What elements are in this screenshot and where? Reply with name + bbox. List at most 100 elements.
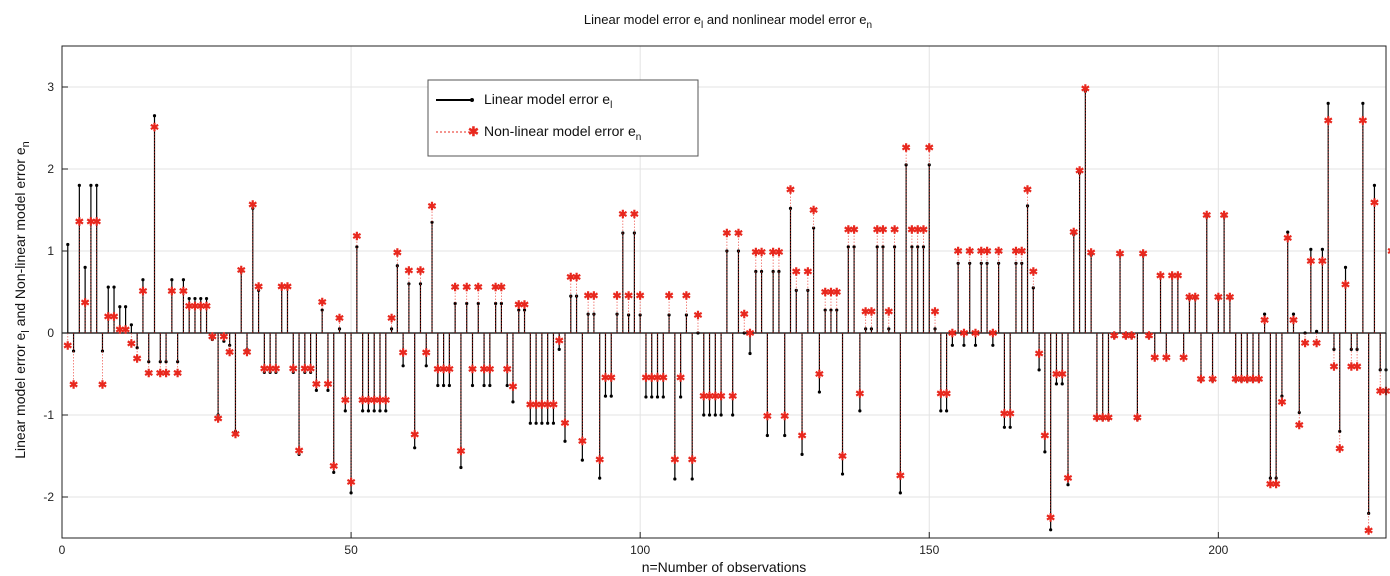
nonlinear-point: ✱: [381, 395, 390, 407]
linear-point: [1089, 253, 1093, 257]
nonlinear-point: ✱: [982, 246, 991, 258]
nonlinear-point: ✱: [508, 381, 517, 393]
nonlinear-point: ✱: [959, 328, 968, 340]
nonlinear-point: ✱: [688, 454, 697, 466]
nonlinear-point: ✱: [884, 307, 893, 319]
nonlinear-point: ✱: [1376, 386, 1385, 398]
x-axis-title: n=Number of observations: [642, 559, 807, 575]
legend-linear-label: Linear model error el: [484, 91, 612, 111]
linear-point: [846, 245, 850, 249]
nonlinear-point: ✱: [636, 290, 645, 302]
nonlinear-point: ✱: [1220, 210, 1229, 222]
nonlinear-point: ✱: [919, 225, 928, 237]
nonlinear-point: ✱: [1023, 185, 1032, 197]
linear-point: [1101, 417, 1105, 421]
nonlinear-point: ✱: [769, 247, 778, 259]
linear-point: [66, 242, 70, 247]
nonlinear-point: ✱: [584, 290, 593, 302]
linear-point: [916, 245, 920, 249]
nonlinear-point: ✱: [618, 209, 627, 221]
nonlinear-point: ✱: [965, 246, 974, 258]
nonlinear-point: ✱: [485, 364, 494, 376]
nonlinear-point: ✱: [399, 348, 408, 360]
nonlinear-point: ✱: [1029, 267, 1038, 279]
linear-point: [1112, 335, 1116, 339]
nonlinear-point: ✱: [589, 290, 598, 302]
nonlinear-point: ✱: [1312, 338, 1321, 350]
linear-point: [881, 245, 885, 249]
nonlinear-point: ✱: [1318, 256, 1327, 268]
nonlinear-point: ✱: [1046, 513, 1055, 525]
stem-series: ✱✱✱✱✱✱✱✱✱✱✱✱✱✱✱✱✱✱✱✱✱✱✱✱✱✱✱✱✱✱✱✱✱✱✱✱✱✱✱✱…: [62, 84, 1390, 538]
nonlinear-point: ✱: [63, 340, 72, 352]
linear-point: [707, 413, 712, 417]
nonlinear-point: ✱: [971, 328, 980, 340]
nonlinear-point: ✱: [468, 364, 477, 376]
nonlinear-point: ✱: [1081, 84, 1090, 96]
linear-point: [262, 370, 266, 374]
nonlinear-point: ✱: [451, 282, 460, 294]
nonlinear-point: ✱: [213, 413, 222, 425]
linear-point: [731, 413, 735, 417]
linear-point: [268, 370, 272, 374]
nonlinear-point: ✱: [138, 286, 147, 298]
nonlinear-point: ✱: [1289, 315, 1298, 327]
nonlinear-point: ✱: [1208, 374, 1217, 386]
nonlinear-point: ✱: [821, 287, 830, 299]
nonlinear-point: ✱: [161, 368, 170, 380]
nonlinear-point: ✱: [670, 454, 679, 466]
nonlinear-point: ✱: [1156, 271, 1165, 283]
nonlinear-point: ✱: [1277, 397, 1286, 409]
y-tick-label: 3: [47, 80, 54, 94]
nonlinear-point: ✱: [283, 281, 292, 293]
linear-point: [962, 343, 966, 347]
nonlinear-point: ✱: [133, 353, 142, 365]
nonlinear-point: ✱: [254, 281, 263, 293]
linear-point: [1309, 247, 1313, 251]
linear-point: [603, 394, 608, 398]
nonlinear-point: ✱: [1358, 116, 1367, 128]
linear-point: [123, 305, 128, 309]
nonlinear-point: ✱: [1225, 292, 1234, 304]
linear-point: [1054, 382, 1059, 386]
nonlinear-point: ✱: [202, 301, 211, 313]
nonlinear-point: ✱: [566, 272, 575, 284]
nonlinear-point: ✱: [526, 399, 535, 411]
linear-point: [465, 301, 469, 306]
nonlinear-point: ✱: [867, 307, 876, 319]
linear-point: [505, 383, 509, 388]
linear-point: [991, 343, 995, 347]
linear-point: [366, 409, 371, 413]
nonlinear-point: ✱: [491, 282, 500, 294]
nonlinear-point: ✱: [844, 225, 853, 237]
linear-point: [158, 360, 162, 364]
nonlinear-point: ✱: [156, 368, 165, 380]
nonlinear-point: ✱: [855, 389, 864, 401]
linear-point: [1361, 101, 1365, 105]
nonlinear-point: ✱: [815, 369, 824, 381]
nonlinear-point: ✱: [601, 372, 610, 384]
nonlinear-point: ✱: [92, 216, 101, 228]
linear-point: [650, 395, 654, 399]
nonlinear-point: ✱: [560, 418, 569, 430]
y-tick-label: -2: [43, 490, 54, 504]
nonlinear-point: ✱: [1387, 246, 1390, 258]
linear-point: [89, 183, 93, 187]
linear-point: [950, 343, 954, 347]
linear-point: [274, 370, 278, 374]
linear-point: [355, 245, 359, 249]
nonlinear-point: ✱: [1248, 374, 1257, 386]
linear-point: [511, 400, 515, 404]
x-tick-label: 150: [919, 543, 939, 557]
linear-point: [459, 465, 463, 470]
linear-point: [1037, 368, 1041, 372]
nonlinear-point: ✱: [294, 445, 303, 457]
x-tick-label: 200: [1208, 543, 1228, 557]
linear-point: [788, 206, 793, 210]
nonlinear-point: ✱: [1295, 420, 1304, 432]
nonlinear-point: ✱: [1011, 246, 1020, 258]
nonlinear-point: ✱: [757, 247, 766, 259]
nonlinear-point: ✱: [300, 363, 309, 375]
linear-point: [361, 409, 365, 413]
nonlinear-point: ✱: [1214, 292, 1223, 304]
